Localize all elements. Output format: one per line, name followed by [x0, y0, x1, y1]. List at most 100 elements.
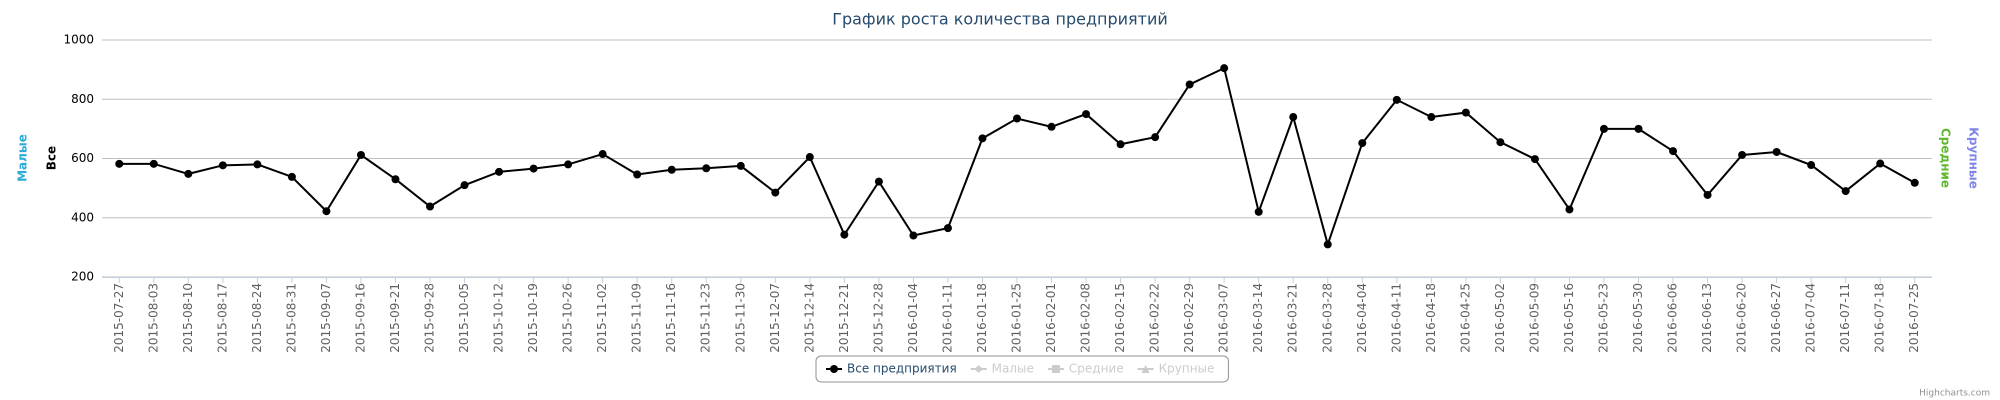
data-point	[1461, 108, 1470, 117]
x-tick-label: 2015-12-07	[768, 283, 782, 353]
legend-item[interactable]: Средние	[1047, 362, 1124, 376]
data-point	[1047, 122, 1056, 131]
credits[interactable]: Highcharts.com	[1919, 389, 1990, 399]
data-point	[667, 165, 676, 174]
x-tick-label: 2016-07-25	[1907, 283, 1921, 353]
x-tick-label: 2015-12-21	[837, 283, 851, 353]
data-point	[184, 169, 193, 178]
data-point	[529, 164, 538, 173]
x-tick-label: 2016-01-18	[975, 283, 989, 353]
x-tick-label: 2015-08-17	[215, 283, 229, 353]
data-point	[1013, 114, 1021, 123]
x-tick-label: 2016-04-04	[1355, 283, 1369, 353]
data-point	[149, 159, 158, 168]
data-point	[1910, 178, 1919, 187]
x-tick-label: 2016-03-14	[1251, 283, 1265, 353]
data-point	[943, 224, 952, 233]
y-tick-label: 200	[71, 270, 94, 284]
legend-item[interactable]: Все предприятия	[826, 362, 957, 376]
x-tick-label: 2015-11-23	[699, 283, 713, 353]
legend-label: Крупные	[1159, 362, 1215, 376]
x-tick-label: 2015-09-16	[353, 283, 367, 353]
data-point	[391, 175, 400, 184]
data-point	[1496, 138, 1505, 147]
x-tick-label: 2016-07-11	[1838, 283, 1852, 353]
x-tick-label: 2015-11-30	[733, 283, 747, 353]
y-tick-label: 1000	[63, 33, 94, 47]
data-point	[1669, 147, 1678, 156]
y-tick-label: 600	[71, 151, 94, 165]
legend-marker	[1051, 365, 1060, 373]
data-point	[495, 167, 504, 176]
x-tick-label: 2016-05-02	[1493, 283, 1507, 353]
x-tick-label: 2016-06-13	[1700, 283, 1714, 353]
data-point	[356, 150, 365, 159]
x-tick-label: 2016-04-11	[1389, 283, 1403, 353]
x-tick-label: 2015-08-10	[181, 283, 195, 353]
legend: Все предприятия Малые Средние Крупные	[815, 355, 1229, 383]
legend-item[interactable]: Малые	[970, 362, 1034, 376]
axis-title: Средние	[1939, 128, 1953, 188]
x-tick-label: 2015-07-27	[112, 283, 126, 353]
legend-marker	[974, 365, 983, 373]
data-point	[1634, 124, 1643, 133]
x-tick-label: 2016-02-08	[1079, 283, 1093, 353]
y-tick-label: 800	[71, 92, 94, 106]
axis-title: Крупные	[1967, 127, 1981, 189]
x-tick-label: 2016-02-22	[1148, 283, 1162, 353]
data-point	[736, 161, 745, 170]
data-point	[633, 170, 642, 179]
legend-box	[815, 355, 1229, 383]
data-point	[598, 150, 607, 159]
data-point	[1738, 150, 1747, 159]
y-tick-label: 400	[71, 210, 94, 224]
data-point	[702, 164, 711, 173]
x-tick-label: 2016-05-16	[1562, 283, 1576, 353]
data-point	[1427, 113, 1436, 122]
data-point	[1323, 240, 1332, 249]
data-point	[1220, 64, 1229, 73]
data-point	[426, 202, 435, 211]
data-point	[564, 160, 573, 169]
x-tick-label: 2015-11-02	[595, 283, 609, 353]
x-tick-label: 2015-08-24	[250, 283, 264, 353]
x-tick-label: 2016-01-11	[940, 283, 954, 353]
x-tick-label: 2015-08-03	[146, 283, 160, 353]
x-tick-label: 2015-10-05	[457, 283, 471, 353]
legend-item[interactable]: Крупные	[1137, 362, 1215, 376]
data-point	[840, 230, 849, 239]
x-tick-label: 2015-10-12	[492, 283, 506, 353]
x-tick-label: 2016-02-01	[1044, 283, 1058, 353]
x-tick-label: 2015-09-28	[423, 283, 437, 353]
data-point	[771, 188, 780, 197]
data-point	[1530, 155, 1539, 164]
x-tick-label: 2016-04-18	[1424, 283, 1438, 353]
x-tick-label: 2015-09-07	[319, 283, 333, 353]
x-tick-label: 2016-02-29	[1182, 283, 1196, 353]
x-tick-label: 2016-04-25	[1458, 283, 1472, 353]
x-tick-label: 2016-01-25	[1010, 283, 1024, 353]
data-point	[1392, 95, 1401, 104]
x-tick-label: 2015-12-28	[871, 283, 885, 353]
x-tick-label: 2015-11-09	[630, 283, 644, 353]
data-point	[1565, 205, 1574, 214]
legend-label: Средние	[1069, 362, 1124, 376]
data-point	[1185, 80, 1194, 89]
x-tick-label: 2015-08-31	[284, 283, 298, 353]
x-tick-label: 2015-10-19	[526, 283, 540, 353]
legend-label: Все предприятия	[847, 362, 957, 376]
data-point	[1116, 140, 1125, 149]
x-tick-label: 2016-03-21	[1286, 283, 1300, 353]
data-point	[287, 172, 296, 181]
data-point	[1082, 110, 1091, 119]
data-point	[1807, 161, 1816, 170]
x-tick-label: 2015-12-14	[802, 283, 816, 353]
data-point	[1703, 190, 1712, 199]
data-point	[1289, 113, 1298, 122]
x-tick-label: 2016-03-07	[1217, 283, 1231, 353]
x-tick-label: 2016-07-04	[1804, 283, 1818, 353]
x-tick-label: 2016-03-28	[1320, 283, 1334, 353]
data-point	[978, 134, 987, 143]
axis-title: Малые	[16, 134, 30, 182]
